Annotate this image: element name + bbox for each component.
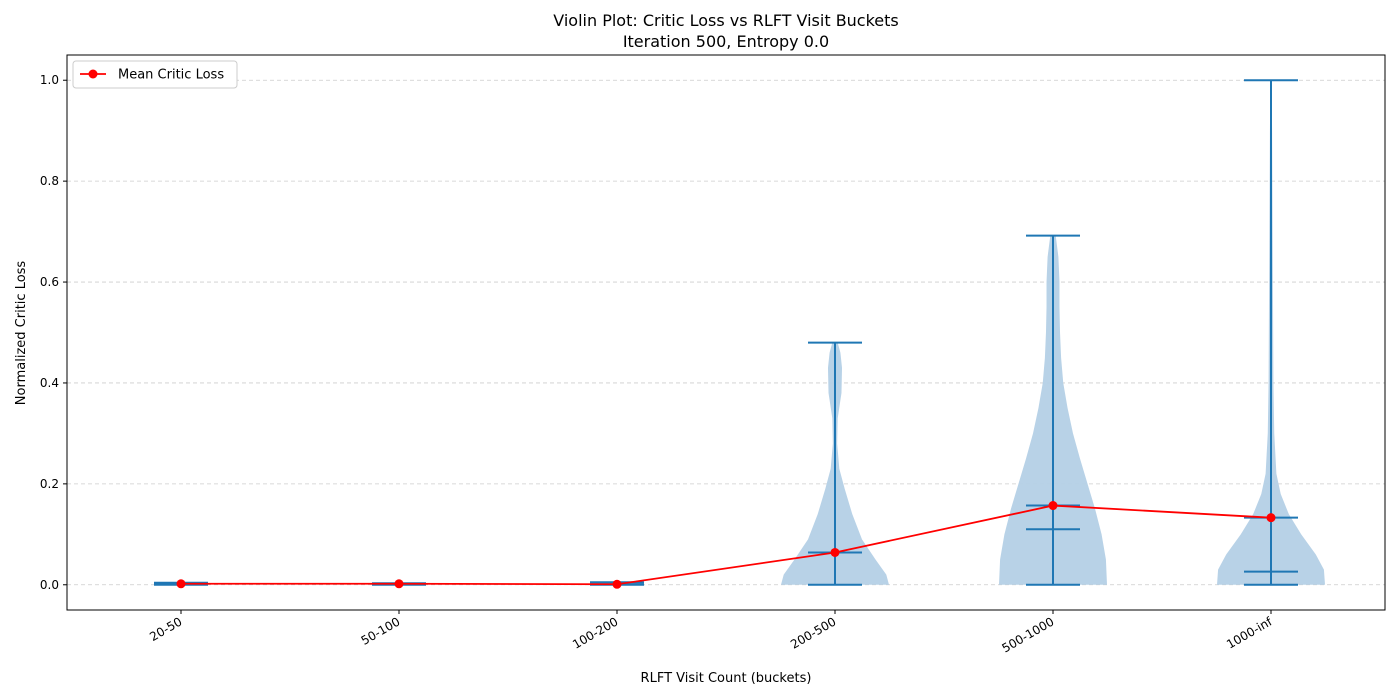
mean-critic-loss-line (181, 504, 1272, 586)
y-tick-label: 0.0 (40, 578, 59, 592)
mean-point (830, 547, 840, 557)
legend: Mean Critic Loss (72, 60, 238, 89)
mean-point (394, 579, 404, 589)
y-axis: 0.0 0.2 0.4 0.6 0.8 1.0 (40, 73, 67, 592)
x-tick-label: 200-500 (788, 614, 838, 651)
chart-title: Violin Plot: Critic Loss vs RLFT Visit B… (553, 11, 899, 30)
y-axis-label: Normalized Critic Loss (14, 261, 29, 406)
legend-label: Mean Critic Loss (118, 68, 224, 83)
y-tick-label: 0.6 (40, 275, 59, 289)
y-tick-label: 0.2 (40, 477, 59, 491)
y-tick-label: 0.4 (40, 376, 59, 390)
mean-point (612, 579, 622, 589)
mean-point (176, 579, 186, 589)
legend-marker (88, 69, 98, 79)
x-tick-label: 1000-inf (1224, 614, 1275, 652)
mean-line-group (176, 501, 1276, 589)
x-axis: 20-50 50-100 100-200 200-500 500-1000 1000-in… (147, 610, 1275, 655)
chart-subtitle: Iteration 500, Entropy 0.0 (623, 32, 829, 51)
x-tick-label: 500-1000 (999, 614, 1056, 655)
mean-point (1266, 513, 1276, 523)
x-tick-label: 100-200 (570, 614, 620, 651)
plot-frame (66, 54, 1386, 611)
y-tick-label: 1.0 (40, 73, 59, 87)
legend-box (72, 60, 238, 89)
x-tick-label: 20-50 (147, 614, 184, 644)
x-tick-label: 50-100 (359, 614, 403, 647)
x-axis-label: RLFT Visit Count (buckets) (641, 671, 812, 686)
mean-point (1048, 501, 1058, 511)
grid-lines (67, 79, 1385, 586)
y-tick-label: 0.8 (40, 174, 59, 188)
